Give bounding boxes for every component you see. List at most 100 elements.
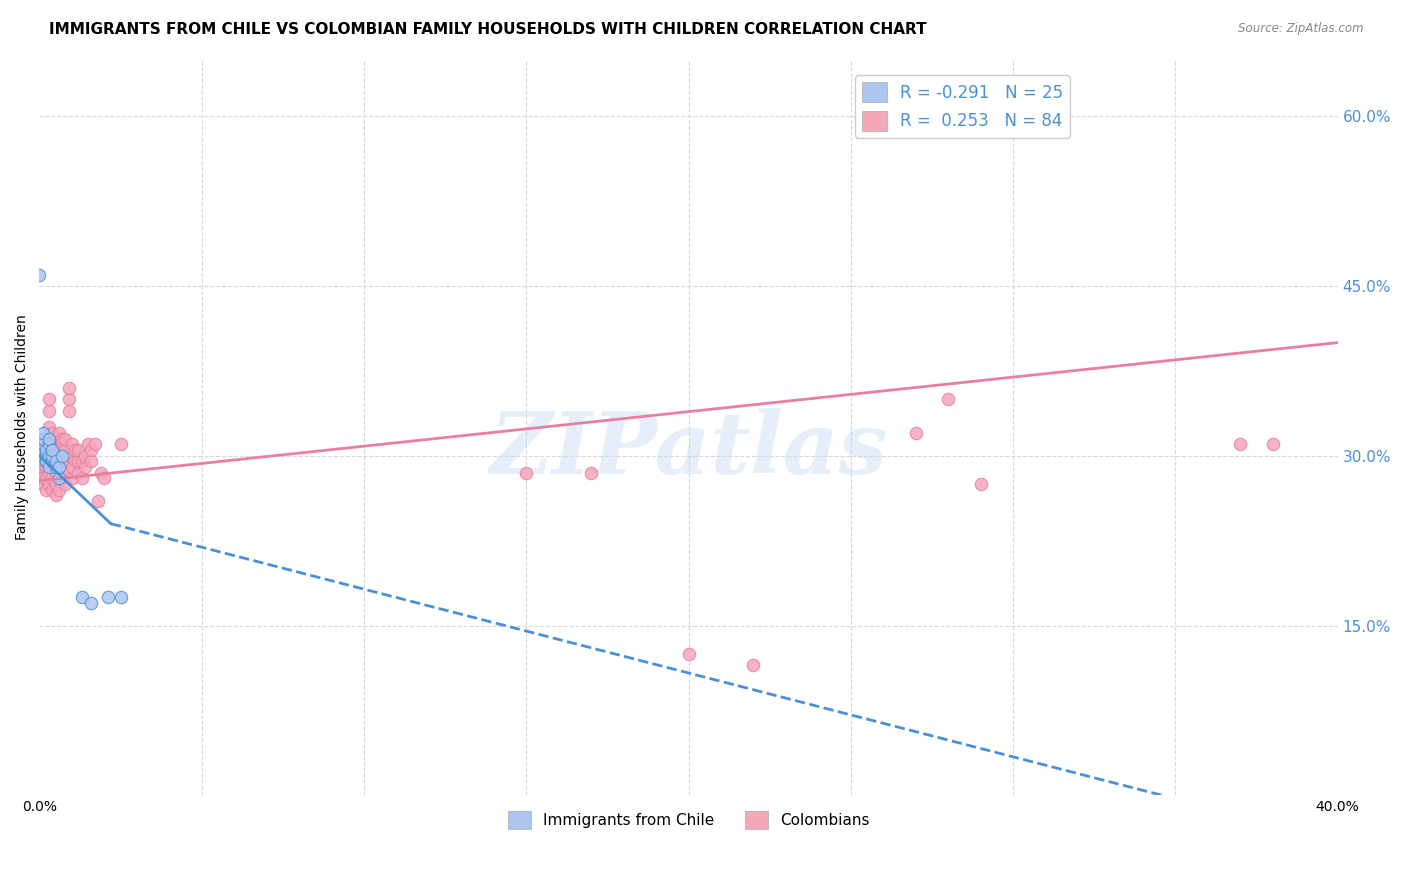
Point	[45, 432, 67, 446]
Point	[45, 443, 67, 458]
Point	[60, 437, 83, 451]
Point	[48, 471, 70, 485]
Point	[35, 443, 58, 458]
Point	[70, 591, 93, 605]
Point	[45, 454, 67, 468]
Point	[38, 466, 60, 480]
Point	[31, 454, 53, 468]
Point	[35, 449, 58, 463]
Point	[51, 449, 73, 463]
Point	[67, 443, 90, 458]
Point	[41, 454, 63, 468]
Point	[31, 449, 53, 463]
Point	[70, 454, 93, 468]
Point	[35, 460, 58, 475]
Point	[41, 449, 63, 463]
Point	[31, 432, 53, 446]
Point	[45, 466, 67, 480]
Point	[35, 443, 58, 458]
Point	[77, 437, 100, 451]
Point	[90, 466, 112, 480]
Point	[55, 466, 77, 480]
Y-axis label: Family Households with Children: Family Households with Children	[15, 315, 30, 541]
Point	[48, 426, 70, 441]
Point	[31, 443, 53, 458]
Point	[80, 454, 103, 468]
Point	[38, 477, 60, 491]
Point	[41, 460, 63, 475]
Point	[742, 658, 765, 673]
Point	[1035, 115, 1057, 129]
Point	[31, 460, 53, 475]
Point	[51, 449, 73, 463]
Point	[97, 591, 120, 605]
Point	[55, 477, 77, 491]
Point	[35, 454, 58, 468]
Point	[35, 483, 58, 497]
Point	[38, 443, 60, 458]
Point	[110, 591, 132, 605]
Legend: Immigrants from Chile, Colombians: Immigrants from Chile, Colombians	[502, 805, 876, 836]
Point	[63, 454, 86, 468]
Point	[41, 483, 63, 497]
Point	[38, 403, 60, 417]
Point	[515, 466, 537, 480]
Point	[51, 454, 73, 468]
Point	[969, 477, 991, 491]
Point	[45, 488, 67, 502]
Point	[936, 392, 959, 407]
Point	[55, 432, 77, 446]
Point	[55, 443, 77, 458]
Point	[31, 426, 53, 441]
Point	[1229, 437, 1251, 451]
Point	[70, 471, 93, 485]
Point	[55, 454, 77, 468]
Point	[58, 403, 80, 417]
Point	[28, 268, 51, 282]
Point	[48, 460, 70, 475]
Point	[67, 466, 90, 480]
Point	[38, 454, 60, 468]
Point	[41, 471, 63, 485]
Point	[35, 471, 58, 485]
Point	[60, 449, 83, 463]
Point	[110, 437, 132, 451]
Point	[48, 449, 70, 463]
Point	[41, 437, 63, 451]
Point	[35, 454, 58, 468]
Point	[45, 460, 67, 475]
Point	[31, 471, 53, 485]
Point	[35, 454, 58, 468]
Point	[48, 460, 70, 475]
Point	[58, 392, 80, 407]
Point	[51, 432, 73, 446]
Point	[48, 471, 70, 485]
Point	[93, 471, 115, 485]
Point	[41, 443, 63, 458]
Point	[67, 454, 90, 468]
Point	[678, 647, 700, 661]
Point	[45, 454, 67, 468]
Text: ZIPatlas: ZIPatlas	[489, 408, 887, 491]
Point	[51, 471, 73, 485]
Point	[51, 437, 73, 451]
Point	[31, 466, 53, 480]
Point	[48, 483, 70, 497]
Point	[63, 443, 86, 458]
Text: Source: ZipAtlas.com: Source: ZipAtlas.com	[1239, 22, 1364, 36]
Point	[904, 426, 927, 441]
Point	[45, 477, 67, 491]
Point	[41, 426, 63, 441]
Point	[80, 596, 103, 610]
Point	[41, 449, 63, 463]
Point	[73, 449, 96, 463]
Point	[1261, 437, 1284, 451]
Point	[38, 460, 60, 475]
Point	[38, 392, 60, 407]
Point	[38, 432, 60, 446]
Point	[87, 494, 110, 508]
Point	[48, 437, 70, 451]
Point	[38, 432, 60, 446]
Point	[35, 437, 58, 451]
Point	[38, 420, 60, 434]
